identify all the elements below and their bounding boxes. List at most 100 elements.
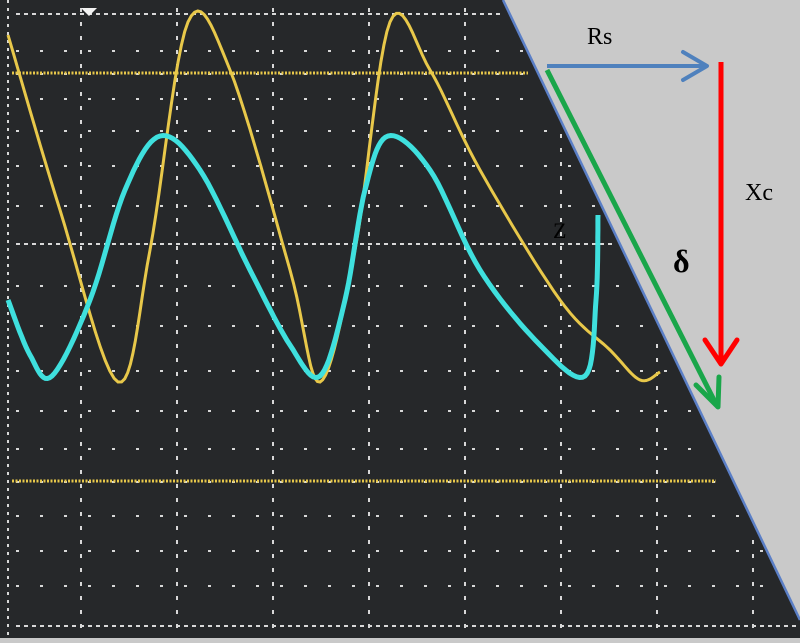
grid-dot <box>16 50 19 52</box>
grid-dot <box>656 498 658 502</box>
grid-dot <box>376 585 379 587</box>
grid-dot <box>176 386 178 390</box>
grid-dot <box>496 205 499 207</box>
grid-dot <box>496 515 499 517</box>
grid-dot <box>64 625 68 627</box>
grid-dot <box>32 243 36 245</box>
grid-dot <box>504 243 508 245</box>
grid-dot <box>208 325 211 327</box>
grid-dot <box>656 596 658 600</box>
grid-dot <box>328 448 331 450</box>
grid-dot <box>592 243 596 245</box>
grid-dot <box>304 243 308 245</box>
grid-dot <box>448 243 452 245</box>
grid-dot <box>272 232 274 236</box>
grid-dot <box>472 73 475 75</box>
grid-dot <box>712 625 716 627</box>
grid-dot <box>640 448 643 450</box>
grid-dot <box>456 243 460 245</box>
grid-dot <box>496 73 499 75</box>
grid-dot <box>136 205 139 207</box>
grid-dot <box>560 512 562 516</box>
grid-dot <box>184 515 187 517</box>
grid-dot <box>272 470 274 474</box>
grid-dot <box>360 243 364 245</box>
grid-dot <box>480 243 484 245</box>
grid-dot <box>368 218 370 222</box>
grid-dot <box>472 285 475 287</box>
grid-dot <box>272 596 274 600</box>
grid-dot <box>368 484 370 488</box>
grid-dot <box>232 410 235 412</box>
grid-dot <box>376 13 380 15</box>
z-vector <box>544 68 719 406</box>
grid-dot <box>664 448 667 450</box>
grid-dot <box>344 625 348 627</box>
grid-dot <box>112 410 115 412</box>
grid-dot <box>376 410 379 412</box>
grid-dot <box>368 582 370 586</box>
grid-dot <box>368 470 370 474</box>
grid-dot <box>472 370 475 372</box>
grid-dot <box>520 625 524 627</box>
grid-dot <box>656 442 658 446</box>
grid-dot <box>416 13 420 15</box>
grid-dot <box>176 243 180 245</box>
grid-dot <box>136 130 139 132</box>
grid-dot <box>464 288 466 292</box>
grid-dot <box>544 625 548 627</box>
grid-dot <box>304 50 307 52</box>
grid-dot <box>272 540 274 544</box>
z-label: Z <box>553 218 566 243</box>
grid-dot <box>296 13 300 15</box>
grid-dot <box>80 13 84 15</box>
grid-dot <box>64 243 68 245</box>
grid-dot <box>448 515 451 517</box>
grid-dot <box>40 205 43 207</box>
rs-arrowhead-icon <box>681 50 709 82</box>
grid-dot <box>264 13 268 15</box>
grid-dot <box>264 243 268 245</box>
grid-dot <box>240 13 244 15</box>
grid-dot <box>640 325 643 327</box>
grid-dot <box>240 243 244 245</box>
grid-dot <box>80 470 82 474</box>
grid-dot <box>80 36 82 40</box>
grid-dot <box>568 448 571 450</box>
grid-dot <box>72 625 76 627</box>
grid-dot <box>88 515 91 517</box>
grid-dot <box>424 410 427 412</box>
grid-dot <box>424 130 427 132</box>
grid-dot <box>560 470 562 474</box>
grid-dot <box>400 165 403 167</box>
grid-dot <box>560 204 562 208</box>
grid-dot <box>272 512 274 516</box>
grid-dot <box>232 448 235 450</box>
grid-dot <box>280 410 283 412</box>
grid-dot <box>176 120 178 124</box>
grid-dot <box>336 13 340 15</box>
grid-dot <box>464 568 466 572</box>
grid-dot <box>176 274 178 278</box>
grid-dot <box>80 92 82 96</box>
grid-dot <box>160 13 164 15</box>
grid-dot <box>80 330 82 334</box>
grid-dot <box>704 625 708 627</box>
grid-dot <box>80 120 82 124</box>
grid-dot <box>272 64 274 68</box>
grid-dot <box>592 205 595 207</box>
grid-dot <box>304 98 307 100</box>
grid-dot <box>184 50 187 52</box>
grid-dot <box>80 540 82 544</box>
grid-dot <box>376 325 379 327</box>
grid-dot <box>424 285 427 287</box>
grid-dot <box>272 428 274 432</box>
grid-dot <box>136 410 139 412</box>
grid-dot <box>448 98 451 100</box>
grid-dot <box>16 585 19 587</box>
grid-dot <box>560 456 562 460</box>
grid-dot <box>80 148 82 152</box>
grid-dot <box>368 246 370 250</box>
grid-dot <box>344 243 348 245</box>
grid-dot <box>496 98 499 100</box>
